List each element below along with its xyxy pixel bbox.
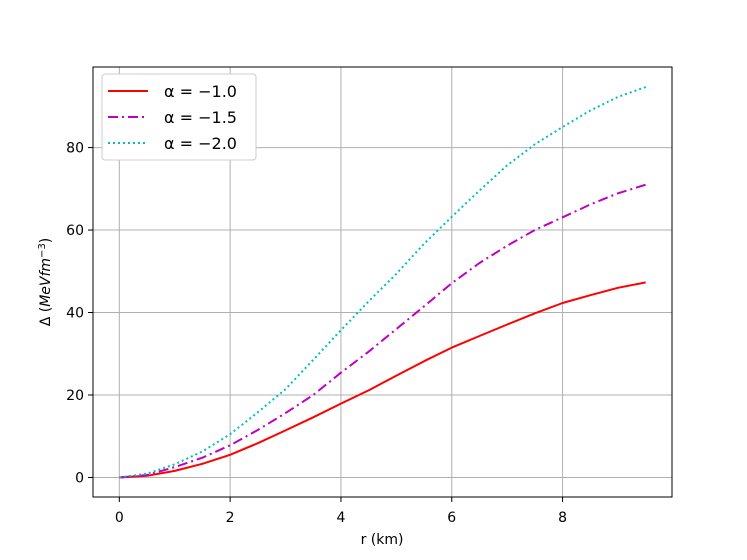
legend: α = −1.0 α = −1.5 α = −2.0 <box>101 73 257 161</box>
series-lines <box>119 86 647 479</box>
legend-label-3: α = −2.0 <box>164 134 237 153</box>
legend-label-1: α = −1.0 <box>164 82 237 101</box>
x-tick-label: 4 <box>336 510 345 526</box>
x-axis-label: r (km) <box>361 532 404 548</box>
y-tick-label: 0 <box>75 470 84 486</box>
grid <box>93 67 672 497</box>
y-tick-label: 20 <box>66 388 84 404</box>
x-tick-label: 6 <box>447 510 456 526</box>
legend-label-2: α = −1.5 <box>164 108 237 127</box>
x-tick-label: 8 <box>558 510 567 526</box>
series-line-2 <box>119 183 646 479</box>
x-tick-label: 0 <box>115 510 124 526</box>
plot-frame <box>92 66 673 498</box>
series-line-1 <box>119 281 646 479</box>
y-tick-label: 40 <box>66 306 84 322</box>
x-tick-label: 2 <box>226 510 235 526</box>
y-tick-label: 60 <box>66 223 84 239</box>
y-axis-label: Δ (MeVfm−3) <box>37 238 55 327</box>
y-tick-label: 80 <box>66 141 84 157</box>
legend-box <box>101 73 257 161</box>
